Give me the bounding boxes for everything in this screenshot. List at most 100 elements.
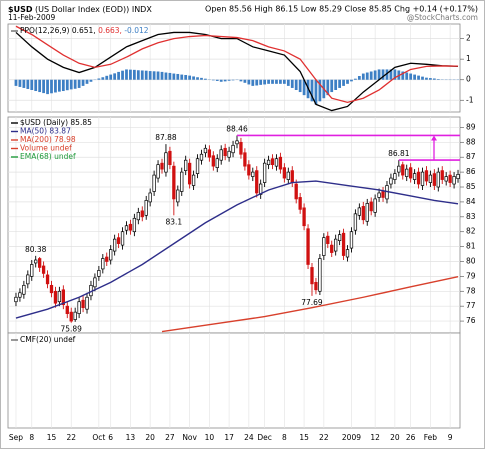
- candle-body: [153, 175, 156, 191]
- candle-body: [19, 293, 22, 297]
- candle-body: [445, 177, 448, 181]
- histogram-bar: [192, 76, 195, 79]
- y-tick-label: 88: [466, 137, 476, 146]
- candle-body: [390, 178, 393, 184]
- candle-body: [42, 266, 45, 273]
- candle-body: [275, 159, 278, 166]
- candle-body: [149, 193, 152, 202]
- candle-body: [98, 270, 101, 276]
- histogram-bar: [342, 80, 345, 86]
- annotation: 80.38: [25, 245, 47, 254]
- annotation: 87.88: [155, 133, 177, 142]
- candle-body: [315, 282, 318, 289]
- candle-body: [263, 163, 266, 182]
- histogram-bar: [315, 80, 318, 105]
- candle-body: [307, 229, 310, 265]
- candle-body: [204, 148, 207, 152]
- histogram-bar: [413, 75, 416, 80]
- candle-body: [82, 300, 85, 307]
- histogram-bar: [137, 70, 140, 79]
- y-tick-label: 89: [466, 122, 476, 131]
- y-tick-label: 1: [466, 54, 471, 63]
- legend: PPO(12,26,9) 0.651, 0.663, -0.012: [20, 26, 149, 35]
- candle-body: [291, 171, 294, 183]
- x-tick-label: 8: [282, 433, 287, 442]
- candle-body: [15, 297, 18, 301]
- histogram-bar: [244, 80, 247, 83]
- histogram-bar: [117, 72, 120, 80]
- candle-body: [374, 199, 377, 212]
- x-tick-label: 20: [390, 433, 400, 442]
- candle-body: [129, 224, 132, 230]
- candle-body: [358, 208, 361, 215]
- histogram-bar: [216, 80, 219, 81]
- candle-body: [409, 168, 412, 178]
- candle-body: [34, 260, 37, 263]
- histogram-bar: [141, 70, 144, 79]
- x-tick-label: 26: [406, 433, 416, 442]
- histogram-bar: [334, 80, 337, 90]
- histogram-bar: [113, 73, 116, 79]
- annotation: 86.81: [388, 149, 410, 158]
- histogram-bar: [74, 80, 77, 89]
- candle-body: [236, 141, 239, 144]
- histogram-bar: [19, 80, 22, 87]
- candle-body: [66, 306, 69, 313]
- x-tick-label: 17: [224, 433, 234, 442]
- histogram-bar: [200, 78, 203, 80]
- candle-body: [30, 264, 33, 276]
- histogram-bar: [188, 76, 191, 80]
- histogram-bar: [54, 80, 57, 93]
- legend-value: 0.651,: [72, 26, 96, 35]
- candle-body: [109, 250, 112, 260]
- candle-body: [50, 285, 53, 292]
- histogram-bar: [417, 76, 420, 80]
- histogram-bar: [30, 80, 33, 90]
- candle-body: [319, 259, 322, 292]
- histogram-bar: [90, 80, 93, 82]
- histogram-bar: [287, 80, 290, 86]
- candle-body: [228, 151, 231, 157]
- candle-body: [117, 238, 120, 244]
- candle-body: [326, 236, 329, 243]
- candle-body: [323, 238, 326, 256]
- histogram-bar: [409, 74, 412, 80]
- histogram-bar: [232, 80, 235, 81]
- candle-body: [173, 166, 176, 199]
- histogram-bar: [86, 80, 89, 84]
- y-tick-label: 83: [466, 212, 476, 221]
- candle-body: [102, 259, 105, 269]
- y-tick-label: 78: [466, 286, 476, 295]
- candle-body: [398, 166, 401, 172]
- histogram-bar: [271, 80, 274, 84]
- candle-body: [425, 171, 428, 181]
- histogram-bar: [275, 80, 278, 84]
- histogram-bar: [145, 71, 148, 80]
- candle-body: [311, 267, 314, 283]
- histogram-bar: [46, 80, 49, 94]
- date: 11-Feb-2009: [8, 13, 56, 22]
- histogram-bar: [165, 73, 168, 80]
- x-tick-label: 9: [448, 433, 453, 442]
- histogram-bar: [362, 74, 365, 80]
- legend-value: -0.012: [124, 26, 148, 35]
- histogram-bar: [425, 78, 428, 80]
- annotation: 75.89: [60, 325, 82, 334]
- candle-body: [362, 206, 365, 219]
- candle-body: [192, 175, 195, 185]
- candle-body: [299, 197, 302, 209]
- candle-body: [224, 148, 227, 155]
- histogram-bar: [97, 78, 100, 79]
- histogram-bar: [224, 80, 227, 82]
- histogram-bar: [255, 80, 258, 86]
- histogram-bar: [34, 80, 37, 91]
- x-tick-label: 15: [47, 433, 57, 442]
- histogram-bar: [26, 80, 29, 89]
- histogram-bar: [15, 80, 18, 86]
- x-tick-label: Nov: [182, 433, 197, 442]
- legend-value: 0.663,: [98, 26, 122, 35]
- x-tick-label: 27: [165, 433, 175, 442]
- x-tick-label: 24: [244, 433, 254, 442]
- candle-body: [354, 214, 357, 230]
- histogram-bar: [161, 72, 164, 80]
